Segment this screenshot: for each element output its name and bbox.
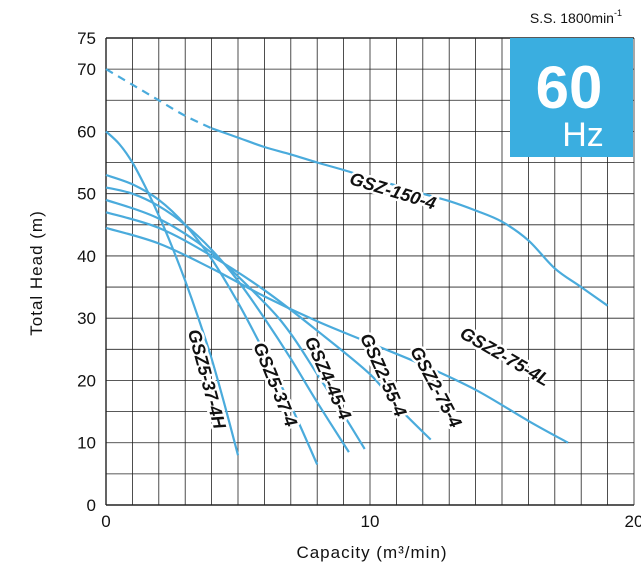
tick-labels: 0 10 20 30 40 50 60 70 75 0 10 20 [77, 29, 641, 531]
y-axis-title: Total Head (m) [27, 210, 46, 335]
y-tick-label: 70 [77, 60, 96, 79]
y-tick-label: 20 [77, 371, 96, 390]
speed-note-text: S.S. 1800min [530, 10, 614, 26]
speed-note: S.S. 1800min-1 [530, 8, 622, 26]
y-tick-label: 75 [77, 29, 96, 48]
y-tick-label: 60 [77, 122, 96, 141]
speed-note-exponent: -1 [614, 8, 622, 18]
curves [105, 68, 609, 465]
x-axis-title: Capacity (m³/min) [296, 543, 447, 562]
badge-background [510, 38, 633, 157]
series-line [105, 198, 366, 450]
x-tick-label: 10 [361, 512, 380, 531]
series-line [105, 130, 240, 456]
y-tick-label: 30 [77, 309, 96, 328]
badge-unit: Hz [562, 116, 604, 154]
frequency-badge: 60 Hz [510, 38, 633, 157]
series-line [105, 226, 569, 444]
y-tick-label: 10 [77, 434, 96, 453]
series-line [105, 173, 319, 465]
y-tick-label: 50 [77, 185, 96, 204]
series-line-dashed [105, 68, 213, 130]
series-line [105, 186, 350, 453]
badge-value: 60 [536, 54, 603, 121]
series-line [211, 127, 609, 307]
y-tick-label: 0 [87, 496, 96, 515]
y-tick-label: 40 [77, 247, 96, 266]
x-tick-label: 0 [101, 512, 110, 531]
x-tick-label: 20 [625, 512, 641, 531]
